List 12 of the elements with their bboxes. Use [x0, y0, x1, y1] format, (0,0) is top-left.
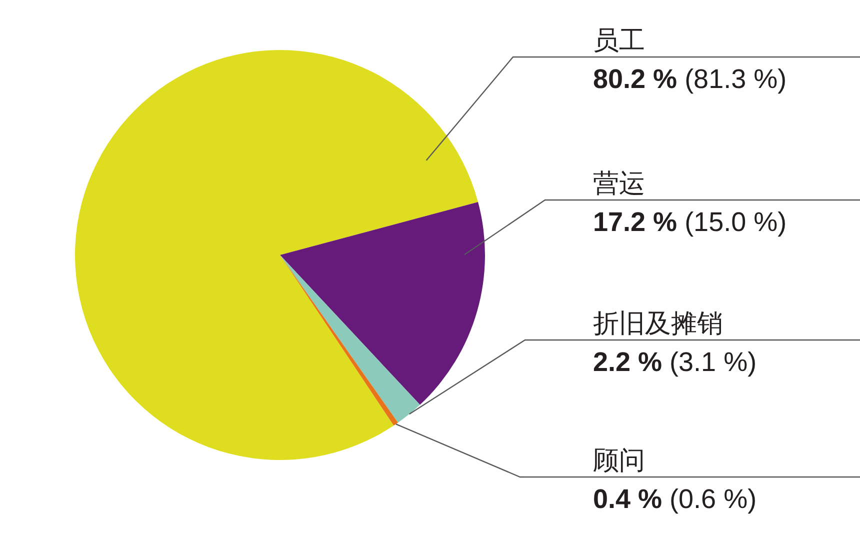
data-label: 2.2 % (3.1 %)	[593, 347, 757, 377]
data-label: 0.4 % (0.6 %)	[593, 484, 757, 514]
slice-label: 顾问	[593, 445, 645, 475]
pie-slice	[75, 50, 478, 460]
pie-slice	[280, 255, 420, 423]
data-label: 80.2 % (81.3 %)	[593, 64, 787, 94]
slice-label: 营运	[593, 168, 645, 198]
slice-label: 员工	[593, 25, 645, 55]
data-label: 17.2 % (15.0 %)	[593, 207, 787, 237]
slice-label: 折旧及摊销	[593, 308, 723, 338]
pie-slice	[280, 255, 398, 426]
pie-slice	[280, 202, 485, 405]
